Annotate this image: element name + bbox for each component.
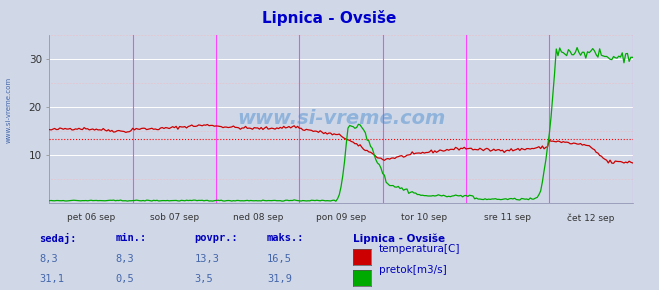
Text: Lipnica - Ovsiše: Lipnica - Ovsiše [262, 10, 397, 26]
Text: čet 12 sep: čet 12 sep [567, 213, 615, 223]
Text: 13,3: 13,3 [194, 254, 219, 264]
Text: pet 06 sep: pet 06 sep [67, 213, 115, 222]
Text: www.si-vreme.com: www.si-vreme.com [5, 77, 11, 143]
Text: sedaj:: sedaj: [40, 233, 77, 244]
Text: Lipnica - Ovsiše: Lipnica - Ovsiše [353, 233, 445, 244]
Text: ned 08 sep: ned 08 sep [233, 213, 283, 222]
Text: tor 10 sep: tor 10 sep [401, 213, 447, 222]
Text: temperatura[C]: temperatura[C] [379, 244, 461, 254]
Text: min.:: min.: [115, 233, 146, 243]
Text: pon 09 sep: pon 09 sep [316, 213, 366, 222]
Text: 0,5: 0,5 [115, 274, 134, 284]
Text: sre 11 sep: sre 11 sep [484, 213, 531, 222]
Text: www.si-vreme.com: www.si-vreme.com [237, 109, 445, 128]
Text: 31,9: 31,9 [267, 274, 292, 284]
Text: povpr.:: povpr.: [194, 233, 238, 243]
Text: 16,5: 16,5 [267, 254, 292, 264]
Text: 3,5: 3,5 [194, 274, 213, 284]
Text: pretok[m3/s]: pretok[m3/s] [379, 265, 447, 275]
Text: 31,1: 31,1 [40, 274, 65, 284]
Text: 8,3: 8,3 [115, 254, 134, 264]
Text: sob 07 sep: sob 07 sep [150, 213, 199, 222]
Text: maks.:: maks.: [267, 233, 304, 243]
Text: 8,3: 8,3 [40, 254, 58, 264]
